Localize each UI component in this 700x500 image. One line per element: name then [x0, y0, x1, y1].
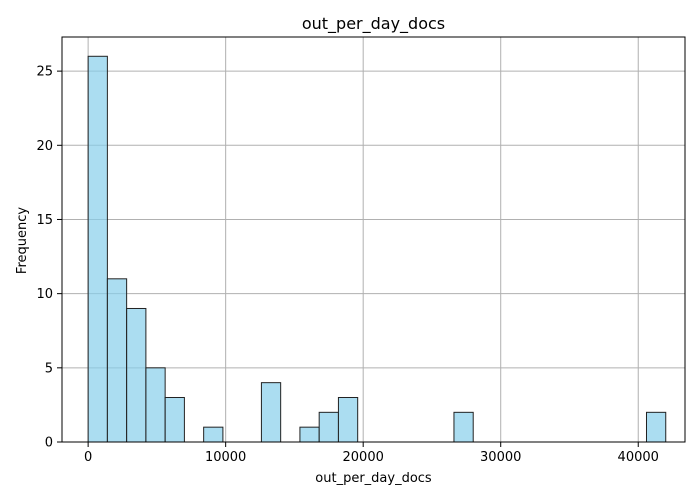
histogram-bar [126, 307, 147, 443]
x-tick-label: 30000 [480, 450, 521, 465]
y-tick-label: 0 [45, 436, 53, 451]
histogram-bar [203, 426, 224, 443]
y-axis-label: Frequency [15, 207, 30, 274]
ticks-layer: 0 10000 20000 30000 40000 0 5 10 15 20 25 [36, 65, 658, 465]
x-tick-label: 20000 [343, 450, 384, 465]
histogram-bar [145, 367, 166, 443]
plot-frame [61, 36, 686, 443]
y-tick-label: 15 [36, 213, 53, 228]
x-tick-label: 40000 [618, 450, 659, 465]
y-tick-label: 25 [36, 65, 53, 80]
x-tick-label: 0 [84, 450, 92, 465]
y-tick-label: 10 [36, 287, 53, 302]
histogram-bar [645, 411, 667, 443]
histogram-bar [260, 382, 282, 443]
y-tick-label: 5 [45, 361, 53, 376]
x-axis-label: out_per_day_docs [315, 471, 432, 486]
x-tick-label: 10000 [205, 450, 246, 465]
chart-title: out_per_day_docs [302, 14, 445, 34]
bars-layer [87, 55, 667, 443]
histogram-bar [453, 411, 474, 443]
y-tick-label: 20 [36, 139, 53, 154]
histogram-bar [106, 278, 128, 443]
histogram-bar [164, 396, 185, 443]
histogram-bar [337, 396, 359, 443]
histogram-bar [318, 411, 339, 443]
histogram-bar [299, 426, 320, 443]
histogram-bar [87, 55, 108, 443]
